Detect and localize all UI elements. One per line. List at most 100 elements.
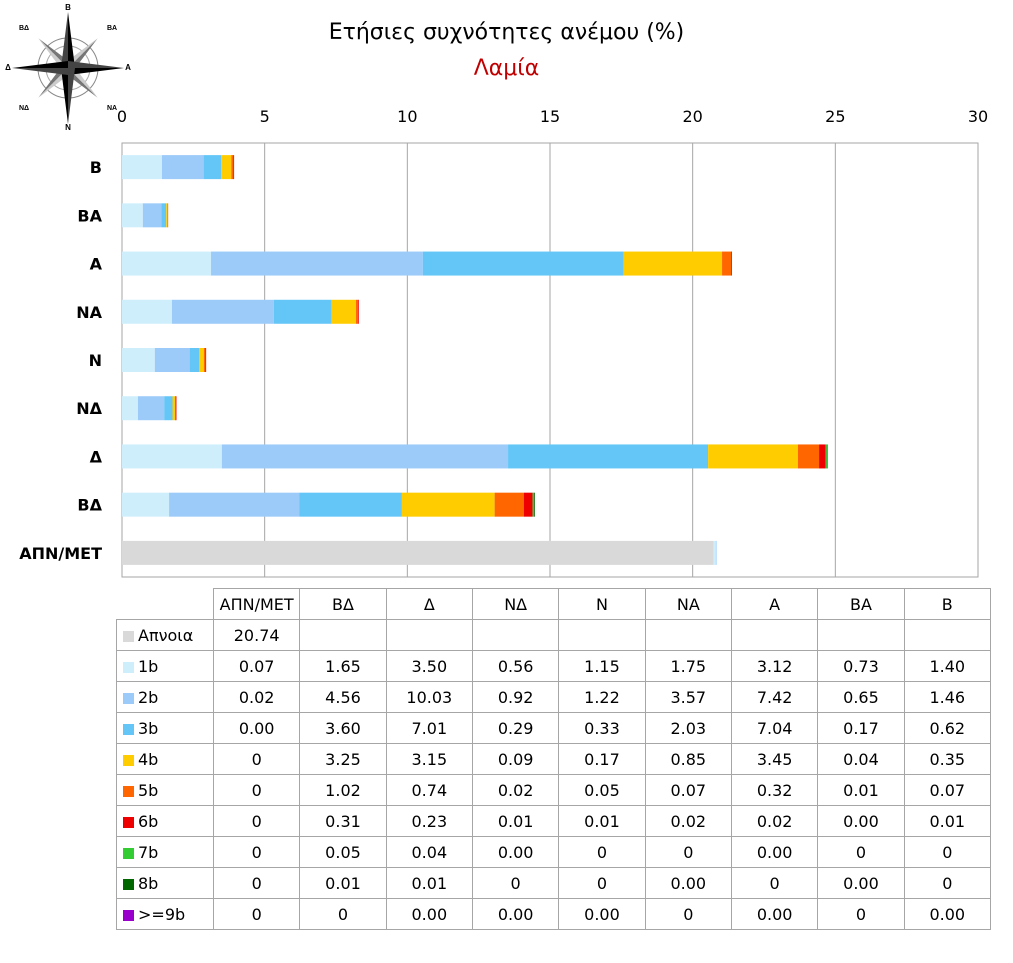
table-cell: 0.31 xyxy=(299,805,387,837)
table-cell xyxy=(730,619,819,651)
x-tick-label: 20 xyxy=(682,107,702,126)
table-cell: 3.15 xyxy=(385,743,473,775)
bar-segment xyxy=(122,251,212,276)
table-cell: 0.02 xyxy=(644,805,732,837)
bar-segment xyxy=(422,251,624,276)
bar-segment xyxy=(122,396,138,421)
compass-label-e: Α xyxy=(125,63,131,72)
bar-segment xyxy=(172,396,176,421)
bar-segment xyxy=(623,251,723,276)
table-cell: 0 xyxy=(817,836,905,868)
table-corner xyxy=(116,588,214,620)
table-cell: 0.00 xyxy=(212,712,301,744)
bar-segment xyxy=(142,203,162,228)
x-tick-label: 10 xyxy=(397,107,417,126)
x-tick-label: 0 xyxy=(117,107,127,126)
table-cell: 0 xyxy=(730,867,819,899)
table-header-row: ΑΠΝ/ΜΕΤ ΒΔ Δ ΝΔ Ν ΝΑ Α ΒΑ Β xyxy=(116,588,991,620)
legend-label: 6b xyxy=(138,811,159,831)
table-column-header: Ν xyxy=(558,588,646,620)
bar-segment xyxy=(825,444,827,469)
table-column-header: Α xyxy=(730,588,819,620)
table-row: 8b 0 0.01 0.01 0 0 0.00 0 0.00 0 xyxy=(116,867,991,899)
x-tick-label: 25 xyxy=(825,107,845,126)
bar-segment xyxy=(122,155,162,180)
table-row: 6b 0 0.31 0.23 0.01 0.01 0.02 0.02 0.00 0.01 xyxy=(116,805,991,837)
legend-label: Απνοια xyxy=(138,625,194,645)
table-cell xyxy=(903,619,991,651)
table-cell: 1.15 xyxy=(558,650,646,682)
bar-segment xyxy=(532,492,535,517)
legend-entry: >=9b xyxy=(116,898,214,930)
bar-segment xyxy=(211,251,423,276)
table-column-header: ΒΔ xyxy=(299,588,387,620)
table-cell: 0.00 xyxy=(730,898,819,930)
legend-label: 2b xyxy=(138,687,159,707)
bar-segment xyxy=(819,444,826,469)
bar-segment xyxy=(122,203,143,228)
table-cell: 0 xyxy=(212,805,301,837)
table-cell: 0.01 xyxy=(385,867,473,899)
table-cell: 0.02 xyxy=(730,805,819,837)
legend-swatch xyxy=(123,816,134,828)
table-cell: 0.33 xyxy=(558,712,646,744)
compass-label-s: Ν xyxy=(65,123,71,132)
table-column-header: ΝΔ xyxy=(471,588,560,620)
legend-label: 4b xyxy=(138,749,159,769)
category-label: Β xyxy=(90,158,102,177)
chart-title: Ετήσιες συχνότητες ανέμου (%) xyxy=(328,20,685,45)
table-cell xyxy=(558,619,646,651)
bar-segment xyxy=(122,348,155,372)
compass-label-ne: ΒΑ xyxy=(107,25,117,32)
table-cell: 0.02 xyxy=(471,774,560,806)
legend-label: 3b xyxy=(138,718,159,738)
table-cell: 0 xyxy=(212,867,301,899)
bar-segment xyxy=(826,444,828,469)
bar-segment xyxy=(122,444,222,469)
table-cell: 0.00 xyxy=(471,836,560,868)
legend-entry: 6b xyxy=(116,805,214,837)
table-cell: 0.32 xyxy=(730,774,819,806)
table-cell: 3.45 xyxy=(730,743,819,775)
table-cell: 0.00 xyxy=(385,898,473,930)
bar-segment xyxy=(199,348,204,372)
table-cell: 0.00 xyxy=(817,805,905,837)
bar-segment xyxy=(122,299,172,324)
bar-segment xyxy=(331,299,356,324)
table-cell: 3.12 xyxy=(730,650,819,682)
table-cell: 0.04 xyxy=(385,836,473,868)
table-column-header: ΝΑ xyxy=(644,588,732,620)
x-tick-label: 5 xyxy=(260,107,270,126)
bar-segment xyxy=(175,396,176,421)
bar-segment xyxy=(494,492,524,517)
table-row: >=9b 0 0 0.00 0.00 0.00 0 0.00 0 0.00 xyxy=(116,898,991,930)
legend-label: 5b xyxy=(138,780,159,800)
table-cell: 0.29 xyxy=(471,712,560,744)
table-cell: 3.60 xyxy=(299,712,387,744)
legend-entry: Απνοια xyxy=(116,619,214,651)
bar-segment xyxy=(731,251,732,276)
table-cell: 7.04 xyxy=(730,712,819,744)
category-label: ΑΠΝ/ΜΕΤ xyxy=(19,544,102,563)
category-label: ΒΔ xyxy=(77,496,102,515)
table-cell: 4.56 xyxy=(299,681,387,713)
table-cell xyxy=(471,619,560,651)
table-column-header: Β xyxy=(903,588,991,620)
stacked-bar-chart: 0 5 10 15 20 25 30 Β ΒΑ Α ΝΑ Ν ΝΔ Δ ΒΔ ΑΠΝ/ΜΕΤ xyxy=(19,107,988,578)
table-cell: 0.85 xyxy=(644,743,732,775)
table-column-header: ΑΠΝ/ΜΕΤ xyxy=(212,588,301,620)
category-label: Ν xyxy=(89,351,102,370)
table-row: 1b 0.07 1.65 3.50 0.56 1.15 1.75 3.12 0.73 1.40 xyxy=(116,650,991,682)
bar-segment xyxy=(161,155,204,180)
bar-segment xyxy=(221,155,232,180)
chart-subtitle: Λαμία xyxy=(473,56,540,81)
table-cell: 0.01 xyxy=(817,774,905,806)
legend-swatch xyxy=(123,878,134,890)
table-row: 5b 0 1.02 0.74 0.02 0.05 0.07 0.32 0.01 0.07 xyxy=(116,774,991,806)
legend-entry: 3b xyxy=(116,712,214,744)
table-cell: 0.00 xyxy=(644,867,732,899)
bar-segment xyxy=(175,396,177,421)
table-row: 4b 0 3.25 3.15 0.09 0.17 0.85 3.45 0.04 0.35 xyxy=(116,743,991,775)
table-cell: 0.01 xyxy=(299,867,387,899)
table-cell: 1.02 xyxy=(299,774,387,806)
